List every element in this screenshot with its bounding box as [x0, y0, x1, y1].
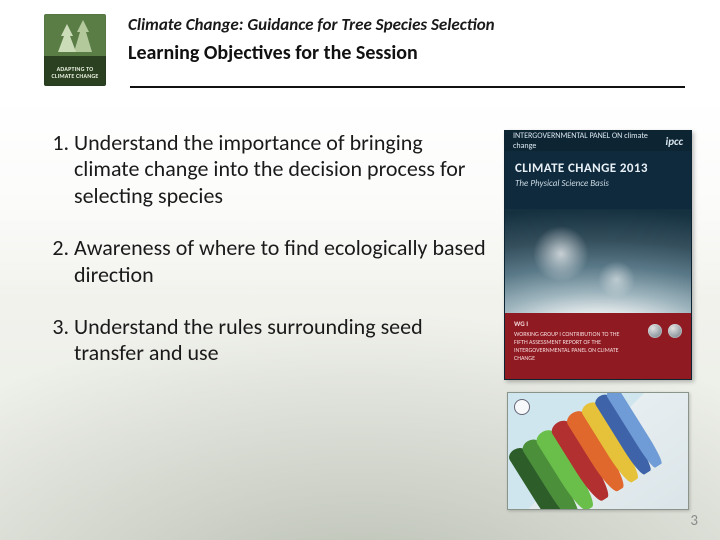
slide-title: Climate Change: Guidance for Tree Specie…	[128, 14, 690, 35]
ipcc-title-block: CLIMATE CHANGE 2013 The Physical Science…	[505, 151, 691, 193]
logo-text-line2: CLIMATE CHANGE	[44, 73, 106, 80]
globe-icon	[648, 324, 662, 338]
ipcc-footer-caption: WORKING GROUP I CONTRIBUTION TO THE FIFT…	[514, 330, 624, 362]
logo-tree-icon	[50, 18, 100, 56]
map-land	[507, 392, 689, 510]
ipcc-banner-right: ipcc	[666, 135, 683, 148]
compass-icon	[514, 399, 530, 415]
logo-text: ADAPTING TO CLIMATE CHANGE	[44, 66, 106, 80]
ipcc-footer: WG I WORKING GROUP I CONTRIBUTION TO THE…	[505, 313, 691, 379]
ipcc-footer-logos	[648, 324, 682, 338]
objective-item: Understand the rules surrounding seed tr…	[74, 314, 488, 367]
globe-icon	[668, 324, 682, 338]
objective-item: Awareness of where to find ecologically …	[74, 235, 488, 288]
objectives-list: Understand the importance of bringing cl…	[44, 130, 504, 510]
seed-zone-map	[507, 392, 689, 510]
ipcc-title: CLIMATE CHANGE 2013	[515, 161, 681, 176]
ipcc-subtitle: The Physical Science Basis	[515, 178, 681, 189]
ipcc-banner-left: INTERGOVERNMENTAL PANEL ON climate chang…	[513, 131, 666, 151]
sidebar-images: INTERGOVERNMENTAL PANEL ON climate chang…	[504, 130, 690, 510]
ipcc-wg-label: WG I	[514, 320, 624, 328]
ipcc-footer-text: WG I WORKING GROUP I CONTRIBUTION TO THE…	[514, 320, 624, 362]
slide-subtitle: Learning Objectives for the Session	[128, 41, 690, 65]
page-number: 3	[690, 512, 698, 530]
titles: Climate Change: Guidance for Tree Specie…	[128, 14, 690, 65]
slide: ADAPTING TO CLIMATE CHANGE Climate Chang…	[0, 0, 720, 540]
objective-item: Understand the importance of bringing cl…	[74, 130, 488, 209]
body: Understand the importance of bringing cl…	[44, 130, 690, 510]
program-logo: ADAPTING TO CLIMATE CHANGE	[44, 14, 106, 86]
ipcc-report-cover: INTERGOVERNMENTAL PANEL ON climate chang…	[504, 130, 692, 380]
ipcc-banner: INTERGOVERNMENTAL PANEL ON climate chang…	[505, 131, 691, 151]
header: ADAPTING TO CLIMATE CHANGE Climate Chang…	[44, 14, 690, 86]
header-rule	[130, 86, 685, 88]
